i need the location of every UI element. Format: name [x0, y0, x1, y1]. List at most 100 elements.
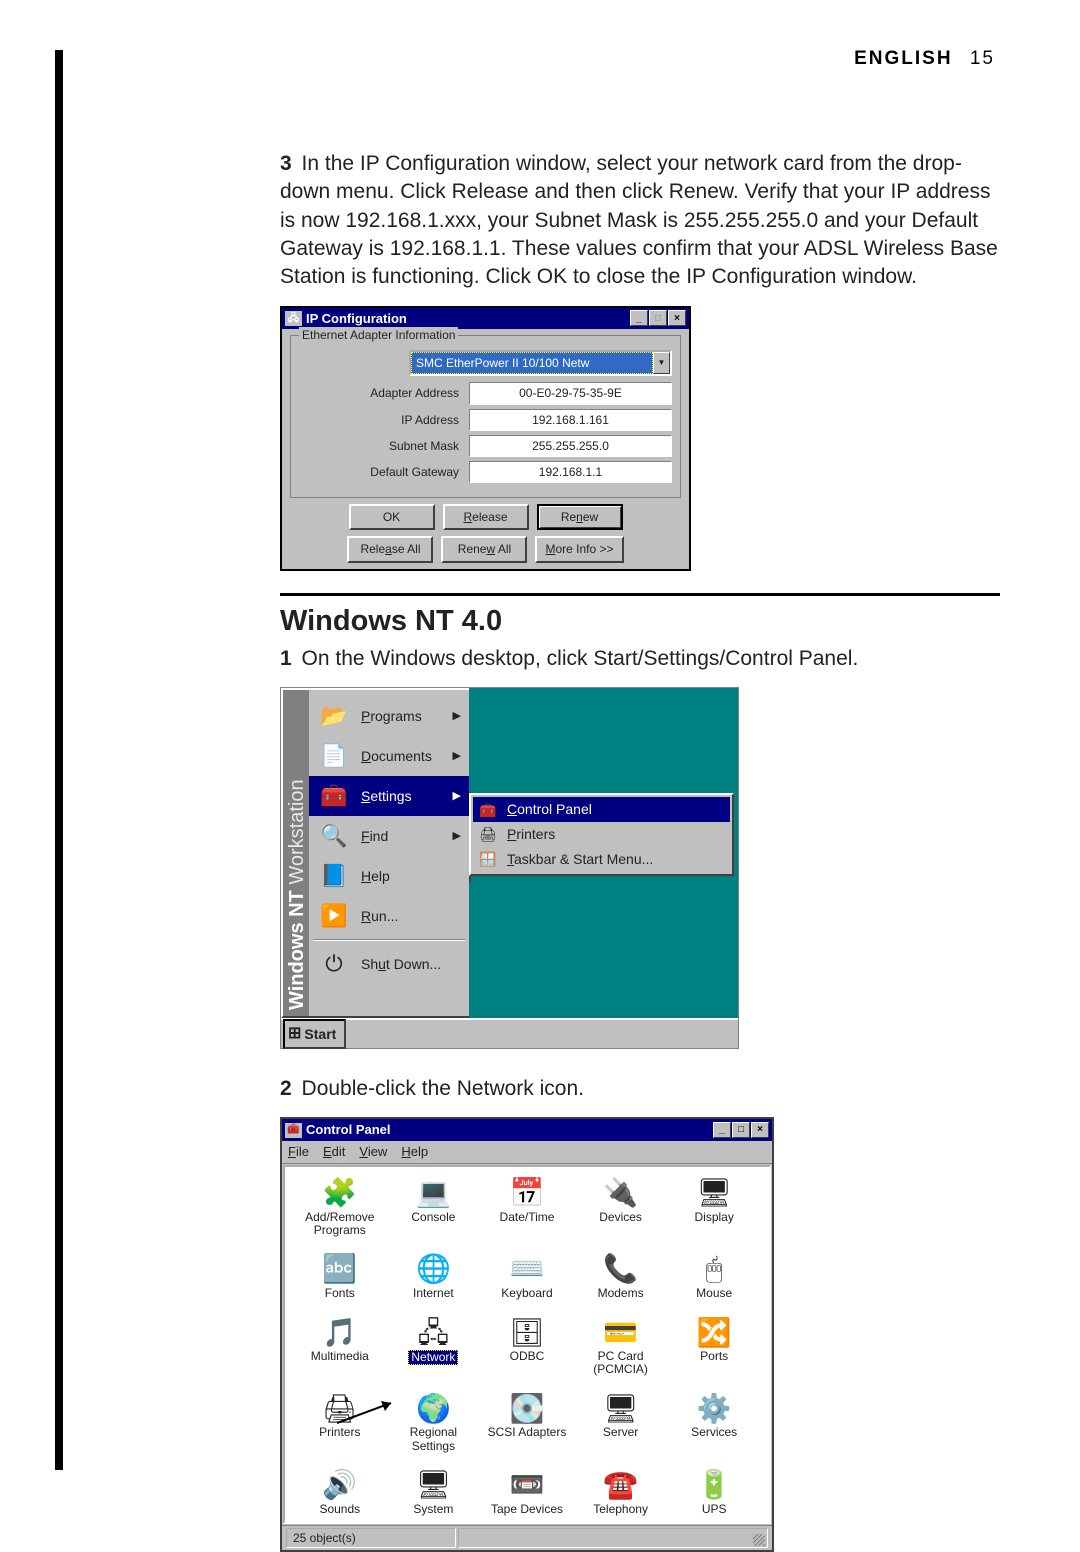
cpanel-icon-add-remove-programs[interactable]: 🧩Add/RemovePrograms: [293, 1177, 387, 1237]
cpanel-icon-label: RegionalSettings: [410, 1426, 457, 1452]
start-menu-item[interactable]: 📘Help: [309, 856, 469, 896]
menu-help[interactable]: Help: [401, 1143, 428, 1161]
cpanel-glyph-icon: 🔌: [603, 1177, 639, 1211]
start-menu-item[interactable]: 🔍Find▶: [309, 816, 469, 856]
submenu-item[interactable]: 🪟Taskbar & Start Menu...: [473, 847, 730, 872]
cpanel-minimize-button[interactable]: _: [713, 1122, 731, 1138]
close-button[interactable]: ×: [668, 310, 686, 326]
ipconfig-button-row-1: OK Release Renew: [292, 504, 679, 530]
cpanel-icon-label: System: [413, 1503, 453, 1516]
step-1-paragraph: 1 On the Windows desktop, click Start/Se…: [280, 645, 1000, 673]
cpanel-menubar: File Edit View Help: [282, 1141, 772, 1164]
cpanel-icon-printers[interactable]: 🖨Printers: [293, 1392, 387, 1452]
cpanel-glyph-icon: ⌨️: [509, 1253, 545, 1287]
chevron-down-icon[interactable]: ▼: [653, 352, 670, 374]
shutdown-label: Shut Down...: [361, 955, 441, 974]
cpanel-icon-scsi-adapters[interactable]: 💽SCSI Adapters: [480, 1392, 574, 1452]
cpanel-icon-services[interactable]: ⚙️Services: [667, 1392, 761, 1452]
minimize-button[interactable]: _: [630, 310, 648, 326]
status-object-count: 25 object(s): [286, 1528, 456, 1548]
cpanel-icon-modems[interactable]: 📞Modems: [574, 1253, 668, 1300]
cpanel-maximize-button[interactable]: □: [732, 1122, 750, 1138]
cpanel-glyph-icon: 💽: [509, 1392, 545, 1426]
cpanel-icon-label: Keyboard: [501, 1287, 552, 1300]
cpanel-glyph-icon: 💳: [603, 1316, 639, 1350]
cpanel-icon-regional-settings[interactable]: 🌍RegionalSettings: [387, 1392, 481, 1452]
step-3-paragraph: 3 In the IP Configuration window, select…: [280, 150, 1000, 292]
start-menu-panel: Windows NT Workstation 📂Programs▶📄Docume…: [281, 688, 471, 1018]
shutdown-menu-item[interactable]: ⏻ Shut Down...: [309, 944, 469, 984]
cpanel-icon-label: Sounds: [319, 1503, 360, 1516]
ipconfig-field-row: Subnet Mask255.255.255.0: [299, 435, 672, 457]
cpanel-icon-ports[interactable]: 🔀Ports: [667, 1316, 761, 1376]
windows-flag-icon: ⊞: [288, 1023, 301, 1045]
cpanel-icon-console[interactable]: 💻Console: [387, 1177, 481, 1237]
step-2-text: Double-click the Network icon.: [302, 1077, 584, 1100]
release-all-button[interactable]: Release All: [347, 536, 433, 562]
field-label: Subnet Mask: [299, 438, 469, 454]
submenu-item[interactable]: 🖨Printers: [473, 822, 730, 847]
section-divider: [280, 593, 1000, 596]
release-button[interactable]: Release: [443, 504, 529, 530]
status-filler: [458, 1528, 768, 1548]
cpanel-icon-mouse[interactable]: 🖱Mouse: [667, 1253, 761, 1300]
step-1-text: On the Windows desktop, click Start/Sett…: [302, 647, 859, 670]
cpanel-icon-label: Printers: [319, 1426, 360, 1439]
ok-button[interactable]: OK: [349, 504, 435, 530]
cpanel-title: Control Panel: [306, 1121, 391, 1139]
start-menu-item[interactable]: 📄Documents▶: [309, 736, 469, 776]
more-info-button[interactable]: More Info >>: [535, 536, 623, 562]
cpanel-icon-odbc[interactable]: 🗄ODBC: [480, 1316, 574, 1376]
start-menu-item[interactable]: ▶️Run...: [309, 896, 469, 936]
cpanel-glyph-icon: 🖥: [696, 1177, 732, 1211]
cpanel-close-button[interactable]: ×: [751, 1122, 769, 1138]
cpanel-icon-pc-card-pcmcia-[interactable]: 💳PC Card(PCMCIA): [574, 1316, 668, 1376]
resize-grip-icon[interactable]: [753, 1534, 765, 1546]
shutdown-icon: ⏻: [317, 950, 351, 978]
cpanel-icon-system[interactable]: 🖥System: [387, 1469, 481, 1516]
submenu-item-label: Taskbar & Start Menu...: [507, 850, 653, 869]
start-menu-item[interactable]: 🧰Settings▶: [309, 776, 469, 816]
cpanel-icon-fonts[interactable]: 🔤Fonts: [293, 1253, 387, 1300]
taskbar: ⊞ Start: [281, 1018, 738, 1048]
menu-item-icon: ▶️: [317, 902, 351, 930]
desktop-area-bottom: [469, 883, 738, 1018]
cpanel-icon-date-time[interactable]: 📅Date/Time: [480, 1177, 574, 1237]
cpanel-icon-sounds[interactable]: 🔊Sounds: [293, 1469, 387, 1516]
cpanel-icon-server[interactable]: 🖥Server: [574, 1392, 668, 1452]
menu-view[interactable]: View: [359, 1143, 387, 1161]
menu-edit[interactable]: Edit: [323, 1143, 345, 1161]
settings-submenu: 🧰Control Panel🖨Printers🪟Taskbar & Start …: [469, 793, 734, 876]
renew-all-button[interactable]: Renew All: [441, 536, 527, 562]
language-label: ENGLISH: [854, 48, 952, 69]
start-button[interactable]: ⊞ Start: [283, 1019, 346, 1049]
cpanel-icon-network[interactable]: 🖧Network: [387, 1316, 481, 1376]
adapter-dropdown[interactable]: SMC EtherPower II 10/100 Netw ▼: [409, 350, 672, 376]
page-number: 15: [970, 48, 995, 69]
cpanel-icon-keyboard[interactable]: ⌨️Keyboard: [480, 1253, 574, 1300]
step-2-paragraph: 2 Double-click the Network icon.: [280, 1075, 1000, 1103]
menu-file[interactable]: File: [288, 1143, 309, 1161]
cpanel-icon-tape-devices[interactable]: 📼Tape Devices: [480, 1469, 574, 1516]
cpanel-icon-devices[interactable]: 🔌Devices: [574, 1177, 668, 1237]
cpanel-icon-label: Fonts: [325, 1287, 355, 1300]
cpanel-icon-label: ODBC: [510, 1350, 545, 1363]
adapter-dropdown-value: SMC EtherPower II 10/100 Netw: [411, 352, 653, 374]
cpanel-glyph-icon: 🔊: [322, 1469, 358, 1503]
cpanel-glyph-icon: 📅: [509, 1177, 545, 1211]
menu-item-label: Programs: [361, 707, 422, 726]
cpanel-icon-label: Modems: [598, 1287, 644, 1300]
start-menu-item[interactable]: 📂Programs▶: [309, 696, 469, 736]
cpanel-icon-ups[interactable]: 🔋UPS: [667, 1469, 761, 1516]
field-label: Default Gateway: [299, 464, 469, 480]
submenu-item[interactable]: 🧰Control Panel: [473, 797, 730, 822]
cpanel-icon-display[interactable]: 🖥Display: [667, 1177, 761, 1237]
cpanel-icon-internet[interactable]: 🌐Internet: [387, 1253, 481, 1300]
cpanel-icon-label: Network: [408, 1350, 458, 1365]
cpanel-icon-label: Add/RemovePrograms: [305, 1211, 374, 1237]
cpanel-icon-telephony[interactable]: ☎️Telephony: [574, 1469, 668, 1516]
submenu-arrow-icon: ▶: [453, 709, 461, 724]
renew-button[interactable]: Renew: [537, 504, 623, 530]
menu-divider: [313, 939, 465, 941]
cpanel-icon-multimedia[interactable]: 🎵Multimedia: [293, 1316, 387, 1376]
